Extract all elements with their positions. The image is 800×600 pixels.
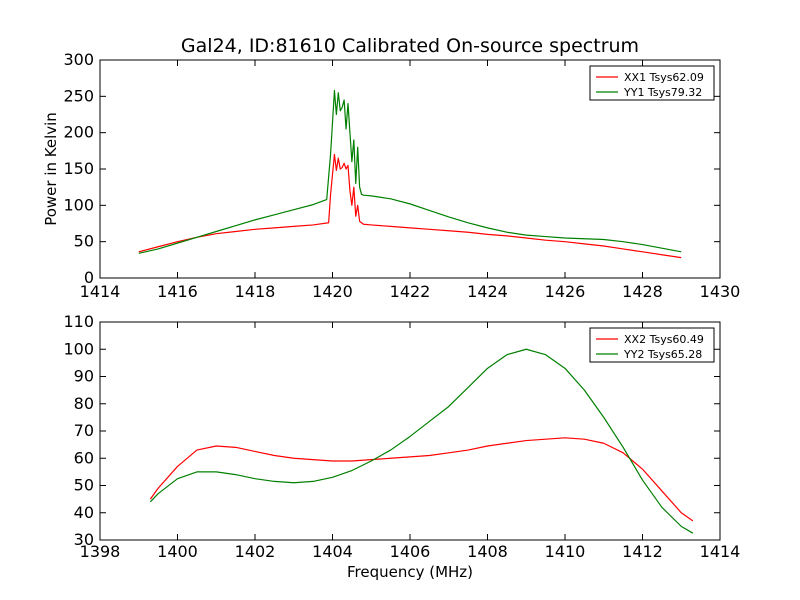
x-tick-label: 1414 (80, 282, 121, 301)
y-tick-label: 250 (63, 86, 94, 105)
plots-group: 1414 1416 1418 1420 1422 1424 1426 1428 14300501… (42, 50, 740, 581)
x-tick-label: 1426 (545, 282, 586, 301)
x-tick-label: 1430 (700, 282, 741, 301)
y-tick-label: 110 (63, 312, 94, 331)
y-tick-label: 100 (63, 339, 94, 358)
x-tick-label: 1404 (312, 542, 353, 561)
x-tick-label: 1424 (467, 282, 508, 301)
x-tick-label: 1418 (235, 282, 276, 301)
legend-entry-label: YY2 Tsys65.28 (623, 348, 702, 361)
x-tick-label: 1402 (235, 542, 276, 561)
y-tick-label: 200 (63, 123, 94, 142)
x-tick-label: 1412 (622, 542, 663, 561)
legend-entry-label: XX2 Tsys60.49 (624, 333, 704, 346)
y-tick-label: 90 (74, 367, 94, 386)
x-tick-label: 1416 (157, 282, 198, 301)
y-tick-label: 40 (74, 503, 94, 522)
y-tick-label: 50 (74, 476, 94, 495)
plot-panel-1: 1414 1416 1418 1420 1422 1424 1426 1428 1430 0 50 1… (42, 50, 740, 301)
legend-box (589, 65, 715, 101)
y-tick-label: 30 (74, 530, 94, 549)
y-tick-label: 50 (74, 232, 94, 251)
legend-entry-label: XX1 Tsys62.09 (624, 71, 704, 84)
y-tick-label: 150 (63, 159, 94, 178)
x-tick-label: 1400 (157, 542, 198, 561)
x-axis-label: Frequency (MHz) (347, 563, 473, 581)
series-line-2-1 (149, 437, 694, 522)
figure-title: Gal24, ID:81610 Calibrated On-source spe… (181, 35, 639, 57)
x-tick-label: 1410 (545, 542, 586, 561)
y-tick-label: 70 (74, 421, 94, 440)
series-line-1-1 (138, 153, 682, 259)
x-tick-label: 1428 (622, 282, 663, 301)
x-tick-label: 1408 (467, 542, 508, 561)
legend-box (589, 327, 715, 363)
series-line-1-2 (138, 89, 682, 254)
plot-panel-2: 1398 1400 1402 1404 1406 1408 1410 1412 1414 30 40… (63, 312, 740, 581)
y-tick-label: 80 (74, 394, 94, 413)
y-tick-label: 100 (63, 195, 94, 214)
x-tick-label: 1406 (390, 542, 431, 561)
x-tick-label: 1414 (700, 542, 741, 561)
y-tick-label: 300 (63, 50, 94, 69)
y-tick-label: 60 (74, 448, 94, 467)
x-tick-label: 1422 (390, 282, 431, 301)
x-tick-label: 1398 (80, 542, 121, 561)
x-tick-label: 1420 (312, 282, 353, 301)
y-tick-label: 0 (84, 268, 94, 287)
y-axis-label: Power in Kelvin (42, 112, 60, 226)
legend-entry-label: YY1 Tsys79.32 (623, 86, 702, 99)
series-line-2-2 (149, 348, 694, 534)
legend-2: XX2 Tsys60.49 YY2 Tsys65.28 (589, 327, 715, 363)
legend-1: XX1 Tsys62.09 YY1 Tsys79.32 (589, 65, 715, 101)
